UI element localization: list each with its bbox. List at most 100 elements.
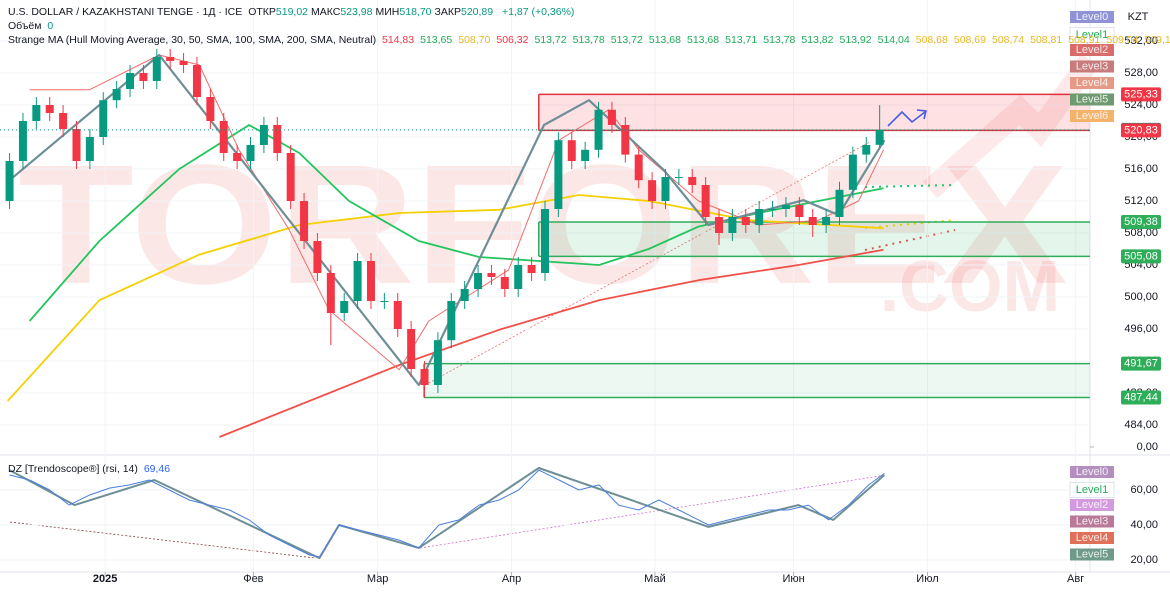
candle-body (500, 277, 509, 289)
candle-body (567, 140, 576, 161)
price-label-box (1121, 123, 1161, 138)
candle-body (781, 205, 790, 209)
level-button[interactable] (1070, 77, 1114, 89)
level-label[interactable]: Level2 (1076, 44, 1108, 56)
candle-body (715, 217, 724, 233)
volume-label: Объём (8, 20, 42, 32)
candle-body (808, 217, 817, 225)
x-tick-label: Май (644, 573, 666, 585)
price-label: 525,33 (1124, 88, 1158, 100)
level-button[interactable] (1070, 44, 1114, 56)
indicator-value: 513,92 (839, 34, 872, 46)
indicator-value: 513,82 (801, 34, 834, 46)
symbol-title: U.S. DOLLAR / KAZAKHSTANI TENGE · 1Д · I… (8, 6, 243, 18)
rsi-tick-label: 60,00 (1130, 484, 1158, 496)
ohlc-label: МИН (375, 6, 400, 18)
level-label[interactable]: Level1 (1076, 29, 1108, 41)
candle-body (487, 273, 496, 277)
level-button[interactable] (1069, 27, 1115, 43)
candle-body (380, 301, 389, 302)
zone (424, 363, 1091, 398)
candle-body (848, 154, 857, 190)
candle-body (460, 289, 469, 301)
ohlc-label: ОТКР (248, 6, 276, 18)
x-tick-label: 2025 (93, 573, 117, 585)
indicator-value: 508,74 (992, 34, 1025, 46)
level-label[interactable]: Level1 (1076, 484, 1108, 496)
ohlc-value: 520,89 (460, 6, 494, 18)
level-label[interactable]: Level6 (1076, 110, 1108, 122)
indicator-value: 509,19 (1144, 34, 1170, 46)
y-tick-label: 532,00 (1124, 35, 1158, 47)
indicator-value: 513,72 (534, 34, 567, 46)
candle-body (152, 57, 161, 81)
candle-body (835, 189, 844, 217)
price-label-box (1121, 249, 1161, 264)
candle-body (166, 57, 175, 61)
level-button[interactable] (1070, 499, 1114, 511)
candle-body (313, 241, 322, 273)
candle-body (179, 61, 188, 65)
price-label-box (1121, 214, 1161, 229)
candle-body (661, 177, 670, 201)
candle-body (326, 273, 335, 313)
candle-body (447, 301, 456, 341)
indicator-value: 513,65 (420, 34, 453, 46)
level-label[interactable]: Level0 (1076, 11, 1108, 23)
indicator-values: 514,83 513,65 508,70 506,32 513,72 513,78 513,… (382, 34, 1170, 46)
level-label[interactable]: Level5 (1076, 93, 1108, 105)
symbol-header: U.S. DOLLAR / KAZAKHSTANI TENGE · 1Д · I… (8, 5, 577, 19)
candle-body (581, 149, 590, 161)
forecast-arrow-head (916, 109, 927, 120)
price-label-box (1121, 390, 1161, 405)
candle-body (474, 273, 483, 289)
level-button[interactable] (1070, 11, 1114, 23)
indicator-value: 513,78 (572, 34, 605, 46)
candle-body (340, 301, 349, 313)
level-label[interactable]: Level4 (1076, 77, 1108, 89)
candle-body (621, 125, 630, 155)
forecast-arrow (887, 110, 926, 127)
grid (0, 0, 1090, 572)
ohlc-value: 523,98 (340, 6, 373, 18)
level-button[interactable] (1070, 515, 1114, 528)
candle-body (822, 217, 831, 225)
x-tick-label: Июн (782, 573, 804, 585)
level-label[interactable]: Level2 (1076, 499, 1108, 511)
level-button[interactable] (1070, 93, 1114, 106)
candle-body (18, 121, 27, 161)
indicator-value: 513,68 (648, 34, 681, 46)
level-label[interactable]: Level0 (1076, 466, 1108, 478)
rsi-zigzag (9, 467, 886, 560)
candle-body (366, 261, 375, 301)
level-label[interactable]: Level4 (1076, 532, 1108, 544)
moving-average-line (6, 194, 884, 402)
candle-body (45, 105, 54, 113)
ohlc-value: 518,70 (399, 6, 432, 18)
candle-body (741, 217, 750, 225)
level-label[interactable]: Level3 (1076, 515, 1108, 527)
level-button[interactable] (1069, 482, 1115, 498)
rsi-title: DZ [Trendoscope®] (rsi, 14) (8, 463, 138, 475)
level-button[interactable] (1070, 110, 1114, 122)
indicator-value: 514,83 (382, 34, 415, 46)
level-label[interactable]: Level5 (1076, 548, 1108, 560)
indicator-value: 513,71 (725, 34, 758, 46)
level-button[interactable] (1070, 548, 1114, 561)
rsi-trend-line (9, 521, 316, 559)
projection-line (864, 219, 956, 229)
level-label[interactable]: Level3 (1076, 60, 1108, 72)
candle-body (85, 137, 94, 161)
x-tick-label: Июл (916, 573, 938, 585)
candle-body (206, 97, 215, 121)
candle-body (112, 89, 121, 101)
level-button[interactable] (1070, 60, 1114, 73)
y-tick-label: 500,00 (1124, 291, 1158, 303)
level-button[interactable] (1070, 466, 1114, 478)
rsi-trend-line (419, 474, 887, 549)
indicator-value: 514,04 (877, 34, 910, 46)
level-button[interactable] (1070, 532, 1114, 544)
zone (538, 221, 1090, 257)
